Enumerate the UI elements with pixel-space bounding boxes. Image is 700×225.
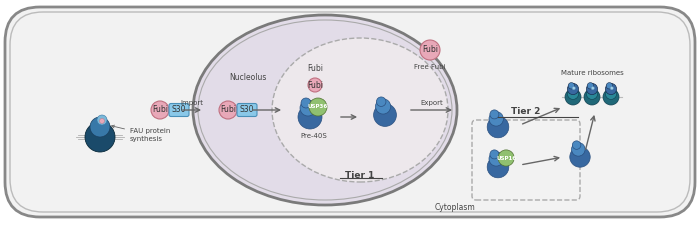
- Circle shape: [300, 100, 316, 116]
- Text: Cytoplasm: Cytoplasm: [435, 202, 475, 211]
- FancyBboxPatch shape: [5, 7, 695, 217]
- Circle shape: [568, 88, 579, 99]
- Circle shape: [606, 83, 617, 94]
- Text: USP16: USP16: [496, 155, 516, 160]
- Text: Fubi: Fubi: [152, 106, 168, 115]
- Circle shape: [568, 83, 575, 89]
- Circle shape: [487, 116, 509, 138]
- Circle shape: [97, 115, 107, 125]
- Circle shape: [99, 119, 104, 124]
- Text: Fubi: Fubi: [422, 45, 438, 54]
- Circle shape: [90, 117, 110, 137]
- Circle shape: [606, 88, 617, 99]
- Circle shape: [573, 141, 581, 149]
- Circle shape: [420, 40, 440, 60]
- Circle shape: [377, 97, 386, 106]
- Circle shape: [309, 98, 327, 116]
- Circle shape: [570, 147, 590, 167]
- Circle shape: [571, 143, 585, 156]
- FancyBboxPatch shape: [237, 104, 257, 117]
- Text: Mature ribosomes: Mature ribosomes: [561, 70, 624, 76]
- Circle shape: [298, 105, 322, 129]
- Circle shape: [374, 104, 396, 126]
- Circle shape: [606, 83, 612, 89]
- Text: Tier 2: Tier 2: [511, 107, 540, 116]
- Text: Free Fubi: Free Fubi: [414, 64, 446, 70]
- Ellipse shape: [272, 38, 448, 182]
- Circle shape: [490, 150, 499, 159]
- Circle shape: [219, 101, 237, 119]
- Circle shape: [151, 101, 169, 119]
- Circle shape: [592, 87, 594, 90]
- Circle shape: [610, 87, 613, 90]
- Circle shape: [584, 89, 600, 105]
- Text: Pre-40S: Pre-40S: [300, 133, 328, 139]
- Circle shape: [490, 110, 499, 119]
- Circle shape: [603, 89, 619, 105]
- Circle shape: [587, 88, 598, 99]
- Circle shape: [489, 152, 503, 166]
- Ellipse shape: [193, 15, 457, 205]
- Circle shape: [489, 112, 503, 126]
- Circle shape: [85, 122, 115, 152]
- Text: Import: Import: [181, 100, 204, 106]
- Circle shape: [301, 98, 311, 108]
- Text: Tier 1: Tier 1: [345, 171, 375, 180]
- Text: FAU protein
synthesis: FAU protein synthesis: [111, 125, 170, 142]
- Circle shape: [375, 99, 391, 114]
- Text: S30: S30: [172, 106, 186, 115]
- Circle shape: [565, 89, 581, 105]
- Text: Fubi: Fubi: [307, 81, 323, 90]
- Text: S30: S30: [239, 106, 254, 115]
- Circle shape: [572, 87, 575, 90]
- Circle shape: [308, 78, 322, 92]
- Circle shape: [568, 83, 579, 94]
- Text: Export: Export: [421, 100, 443, 106]
- Circle shape: [498, 150, 514, 166]
- FancyBboxPatch shape: [169, 104, 189, 117]
- Circle shape: [587, 83, 594, 89]
- Circle shape: [487, 156, 509, 178]
- Text: Fubi: Fubi: [307, 64, 323, 73]
- Text: USP36: USP36: [308, 104, 328, 110]
- Circle shape: [587, 83, 598, 94]
- Text: Nucleolus: Nucleolus: [230, 72, 267, 81]
- Text: Fubi: Fubi: [220, 106, 236, 115]
